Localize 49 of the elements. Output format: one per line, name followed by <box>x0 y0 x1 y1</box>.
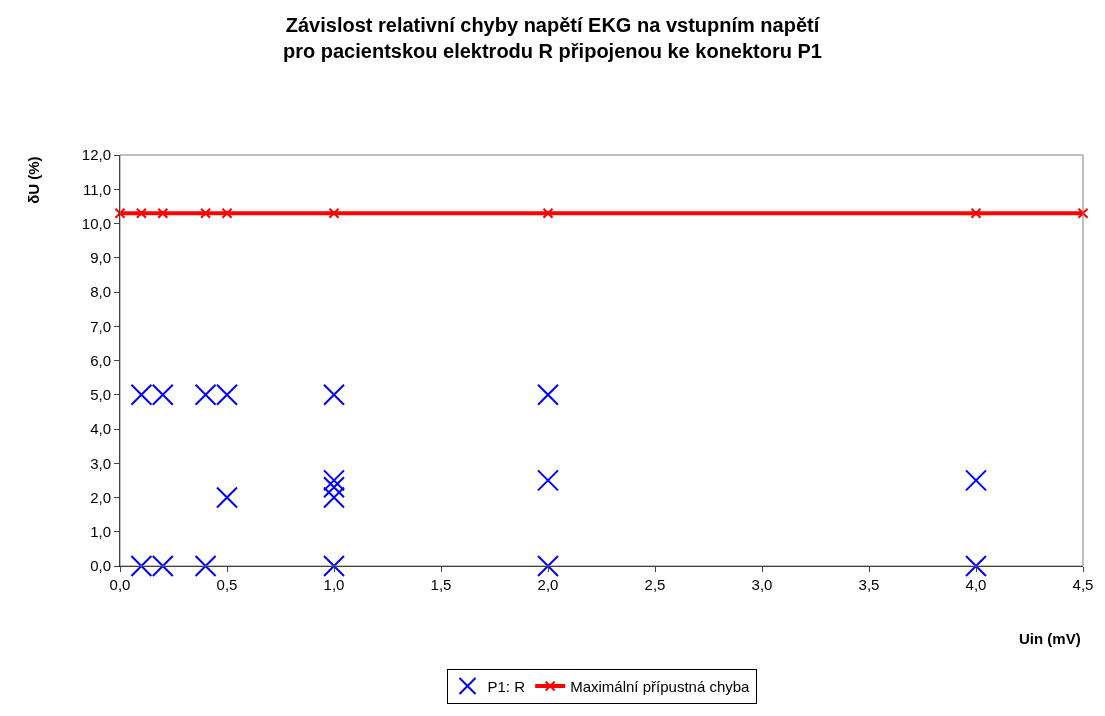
point <box>965 469 987 492</box>
point <box>135 207 147 219</box>
y-tick-label: 4,0 <box>90 420 111 438</box>
point <box>157 207 169 219</box>
x-tick-label: 0,0 <box>109 576 131 593</box>
point <box>200 207 212 219</box>
legend-label: P1: R <box>487 677 526 695</box>
x-tick-label: 2,5 <box>644 576 666 593</box>
point <box>221 207 233 219</box>
y-tick-label: 6,0 <box>90 351 111 369</box>
point <box>965 555 987 577</box>
x-tick-label: 4,5 <box>1072 576 1094 593</box>
point <box>537 469 559 492</box>
point <box>323 555 345 577</box>
point <box>216 486 238 509</box>
y-tick-label: 11,0 <box>82 180 111 198</box>
x-tick-label: 3,0 <box>751 576 773 593</box>
y-tick-label: 0,0 <box>90 557 111 575</box>
y-tick-label: 1,0 <box>90 523 111 540</box>
point <box>114 207 126 219</box>
y-tick-label: 2,0 <box>90 488 111 506</box>
y-tick-label: 9,0 <box>90 249 111 266</box>
chart-title: Závislost relativní chyby napětí EKG na vstupním napětí pro pacientskou elektrodu R připojenou ke konektoru P1 <box>283 14 822 63</box>
x-tick-label: 3,5 <box>858 576 880 593</box>
y-tick-label: 5,0 <box>90 386 111 403</box>
x-tick-label: 1,0 <box>323 576 345 593</box>
point <box>537 555 559 577</box>
x-axis-title: Uin (mV) <box>1019 630 1081 647</box>
point <box>1077 207 1089 219</box>
point <box>537 383 559 406</box>
point <box>194 555 217 577</box>
point <box>323 476 345 499</box>
point <box>542 207 554 219</box>
y-tick-label: 8,0 <box>90 283 111 301</box>
y-axis-title: δU (%) <box>24 156 42 204</box>
y-tick-label: 3,0 <box>90 454 111 472</box>
point <box>323 383 345 406</box>
legend-label: Maximální přípustná chyba <box>570 677 751 695</box>
x-tick-label: 0,5 <box>216 576 238 593</box>
point <box>323 469 345 492</box>
x-tick-label: 4,0 <box>965 576 987 593</box>
y-tick-label: 12,0 <box>81 146 111 164</box>
y-tick-label: 10,0 <box>81 214 111 232</box>
y-tick-label: 7,0 <box>90 317 111 335</box>
point <box>328 207 340 219</box>
point <box>323 486 345 509</box>
point <box>970 207 982 219</box>
x-tick-label: 2,0 <box>537 576 559 593</box>
x-tick-label: 1,5 <box>430 576 452 593</box>
